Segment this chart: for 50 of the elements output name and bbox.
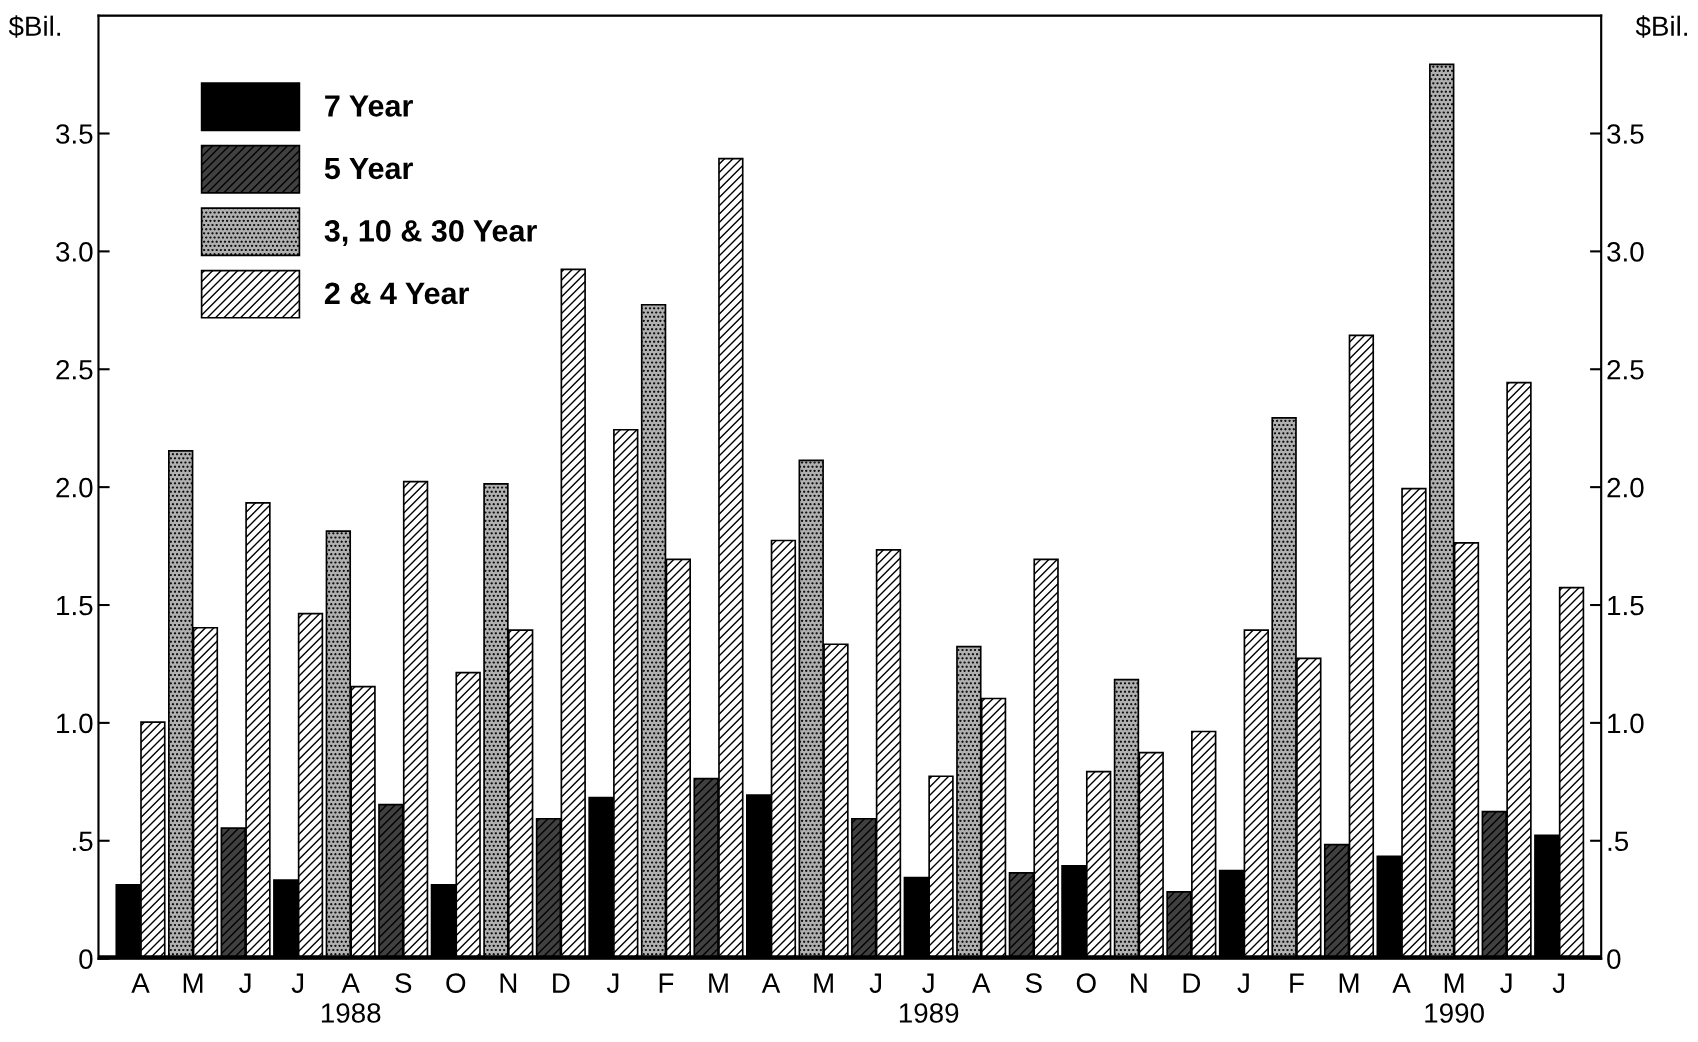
x-tick-label: A 1988	[321, 973, 381, 1023]
legend-label: 3, 10 & 30 Year	[324, 220, 537, 247]
x-tick-label: S	[1025, 973, 1042, 993]
x-tick-label: M 1990	[1425, 973, 1484, 1023]
x-tick-label: J 1989	[899, 973, 959, 1023]
x-tick-label: O	[1076, 973, 1096, 993]
x-tick-label: F	[659, 973, 674, 993]
y-tick-label: 2.0	[56, 477, 93, 498]
y-tick-label: 2.5	[56, 359, 93, 380]
x-tick-label: A	[972, 973, 991, 993]
y-tick-label: 3.0	[56, 242, 93, 262]
y-axis-title: $Bil.	[8, 15, 60, 38]
x-tick-label: M	[1339, 973, 1359, 993]
x-tick-label: A	[761, 973, 781, 993]
y-tick-label: 1.5	[57, 595, 93, 616]
x-tick-label: M	[814, 973, 833, 993]
x-tick-label: J	[1500, 973, 1512, 993]
x-tick-label: F	[1290, 973, 1304, 993]
x-tick-label: D	[1183, 973, 1201, 993]
x-tick-label: J	[1552, 973, 1565, 993]
y2-tick-label: 1.0	[1608, 713, 1644, 734]
x-tick-label: M	[183, 973, 203, 993]
x-tick-label: N	[1131, 973, 1147, 993]
x-tick-label: A	[1392, 973, 1411, 993]
y2-tick-label: 2.0	[1607, 477, 1644, 498]
y-tick-label: .5	[72, 831, 93, 852]
y2-tick-label: 2.5	[1607, 359, 1644, 380]
x-tick-label: A	[131, 973, 150, 993]
x-tick-label: M	[709, 973, 728, 993]
y2-tick-label: .5	[1608, 831, 1629, 852]
legend-label: 5 Year	[324, 157, 413, 180]
y2-tick-label: 3.0	[1607, 242, 1644, 262]
y2-tick-label: 3.5	[1607, 124, 1644, 144]
x-tick-label: D	[553, 973, 570, 993]
legend-label: 7 Year	[325, 95, 413, 117]
x-tick-label: O	[446, 973, 466, 993]
x-tick-label: J	[1237, 973, 1249, 993]
y-tick-label: 1.0	[57, 713, 93, 734]
x-tick-label: J	[291, 973, 304, 993]
x-tick-label: J	[869, 973, 881, 993]
y-tick-label: 0	[79, 949, 93, 969]
x-tick-label: J	[239, 973, 251, 993]
y2-axis-title: $Bil.	[1635, 15, 1687, 38]
legend-label: 2 & 4 Year	[324, 282, 469, 305]
y2-tick-label: 1.5	[1608, 595, 1644, 616]
x-tick-label: J	[606, 973, 619, 993]
x-tick-label: N	[500, 973, 517, 993]
y2-tick-label: 0	[1607, 949, 1621, 969]
x-tick-label: S	[395, 973, 412, 993]
y-tick-label: 3.5	[56, 124, 93, 144]
